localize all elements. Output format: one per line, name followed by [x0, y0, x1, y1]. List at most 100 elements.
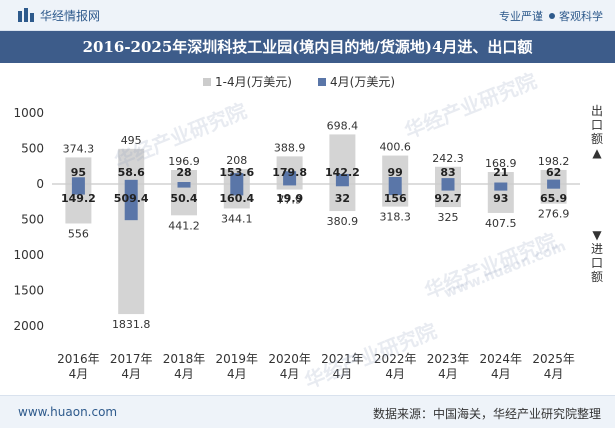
bar-april-export: [494, 182, 508, 184]
brand-name: 华经情报网: [40, 9, 101, 23]
bar-april-import: [71, 184, 85, 195]
legend-swatch-april: [318, 78, 326, 86]
brand[interactable]: 华经情报网: [18, 7, 100, 24]
y-tick-label: 1500: [13, 284, 44, 298]
data-label-ytd-import: 318.3: [379, 211, 411, 224]
chart-legend: 1-4月(万美元) 4月(万美元): [0, 73, 615, 93]
footer-website[interactable]: www.huaon.com: [18, 405, 118, 419]
bar-april-import: [388, 184, 402, 196]
import-side-label: ▼进口额: [590, 228, 603, 284]
bar-april-import: [441, 184, 455, 191]
bar-april-export: [124, 179, 138, 184]
bar-ytd-import: [540, 184, 567, 204]
bar-april-export: [177, 182, 191, 184]
data-label-ytd-export: 242.3: [432, 152, 464, 165]
footer-source: 数据来源：中国海关，华经产业研究院整理: [372, 407, 601, 421]
y-tick-label: 500: [21, 213, 44, 227]
x-tick-label: 2024年 4月: [480, 352, 523, 381]
data-label-april-export: 58.6: [118, 166, 145, 179]
data-label-ytd-export: 168.9: [485, 157, 517, 170]
y-tick-label: 0: [36, 177, 44, 191]
tagline: 专业严谨 客观科学: [499, 8, 603, 24]
brand-logo-icon: [18, 8, 34, 22]
bar-april-export: [547, 179, 561, 184]
legend-label-april: 4月(万美元): [330, 75, 395, 89]
bar-april-import: [124, 184, 138, 221]
data-label-april-export: 95: [71, 166, 86, 179]
bar-april-import: [494, 184, 508, 191]
x-tick-label: 2022年 4月: [374, 352, 417, 381]
data-label-ytd-import: 276.9: [538, 208, 570, 221]
x-tick-label: 2019年 4月: [216, 352, 259, 381]
data-label-ytd-export: 198.2: [538, 155, 570, 168]
data-label-ytd-export: 208: [226, 154, 247, 167]
legend-item-ytd: 1-4月(万美元): [203, 73, 292, 90]
x-tick-label: 2021年 4月: [321, 352, 364, 381]
bar-april-import: [177, 184, 191, 188]
y-tick-label: 500: [21, 142, 44, 156]
bar-april-export: [283, 171, 297, 184]
data-label-april-import: 509.4: [114, 192, 149, 205]
bar-ytd-import: [171, 184, 197, 216]
data-label-april-import: 149.2: [61, 192, 96, 205]
x-tick-label: 2020年 4月: [268, 352, 311, 381]
data-label-april-import: 160.4: [219, 192, 254, 205]
data-label-ytd-import: 1831.8: [112, 318, 151, 331]
data-label-ytd-export: 374.3: [63, 142, 95, 155]
data-label-april-import: 65.9: [540, 192, 567, 205]
bar-ytd-import: [329, 184, 356, 212]
data-label-april-import: 32: [335, 192, 350, 205]
legend-label-ytd: 1-4月(万美元): [215, 75, 292, 89]
data-label-april-import: 93: [493, 192, 508, 205]
data-label-april-export: 62: [546, 166, 561, 179]
data-label-ytd-import: 77.9: [277, 194, 302, 207]
data-label-april-export: 153.6: [219, 166, 254, 179]
bar-april-import: [335, 184, 349, 187]
data-label-ytd-import: 344.1: [221, 212, 253, 225]
data-label-ytd-import: 380.9: [327, 215, 359, 228]
bar-april-export: [71, 177, 85, 184]
tagline-right: 客观科学: [559, 10, 603, 23]
x-tick-label: 2016年 4月: [57, 352, 100, 381]
bar-ytd-export: [487, 172, 514, 184]
x-tick-label: 2017年 4月: [110, 352, 153, 381]
y-tick-label: 2000: [13, 319, 44, 333]
legend-item-april: 4月(万美元): [318, 73, 395, 90]
bar-april-import: [547, 184, 561, 189]
x-tick-label: 2025年 4月: [532, 352, 575, 381]
data-label-april-export: 142.2: [325, 166, 360, 179]
legend-swatch-ytd: [203, 78, 211, 86]
y-tick-label: 1000: [13, 248, 44, 262]
bar-april-import: [230, 184, 244, 196]
x-tick-label: 2023年 4月: [427, 352, 470, 381]
bar-april-import: [283, 184, 297, 186]
data-label-ytd-export: 495: [121, 134, 142, 147]
header-bar: 华经情报网 专业严谨 客观科学: [0, 0, 615, 31]
bullet-icon: [549, 13, 555, 19]
data-label-ytd-export: 400.6: [379, 141, 411, 154]
bar-april-export: [388, 176, 402, 184]
data-label-april-import: 156: [384, 192, 407, 205]
data-label-ytd-export: 698.4: [327, 119, 359, 132]
data-label-ytd-import: 407.5: [485, 217, 517, 230]
bar-april-export: [230, 173, 244, 184]
data-label-april-export: 28: [176, 166, 191, 179]
data-label-ytd-import: 556: [68, 227, 89, 240]
bar-ytd-export: [171, 170, 197, 184]
bar-ytd-import: [276, 184, 303, 190]
tagline-left: 专业严谨: [499, 10, 543, 23]
footer-bar: www.huaon.com 数据来源：中国海关，华经产业研究院整理: [0, 395, 615, 428]
bar-ytd-export: [118, 148, 145, 184]
data-label-april-export: 83: [440, 166, 455, 179]
data-label-ytd-export: 196.9: [168, 155, 200, 168]
bar-april-export: [441, 178, 455, 184]
data-label-ytd-import: 441.2: [168, 219, 200, 232]
data-label-ytd-export: 388.9: [274, 141, 306, 154]
data-label-april-export: 179.8: [272, 166, 307, 179]
x-tick-label: 2018年 4月: [163, 352, 206, 381]
data-label-april-import: 92.7: [434, 192, 461, 205]
data-label-april-import: 50.4: [170, 192, 197, 205]
data-label-april-export: 21: [493, 166, 508, 179]
data-label-ytd-import: 325: [438, 211, 459, 224]
chart-title: 2016-2025年深圳科技工业园(境内目的地/货源地)4月进、出口额: [0, 31, 615, 63]
